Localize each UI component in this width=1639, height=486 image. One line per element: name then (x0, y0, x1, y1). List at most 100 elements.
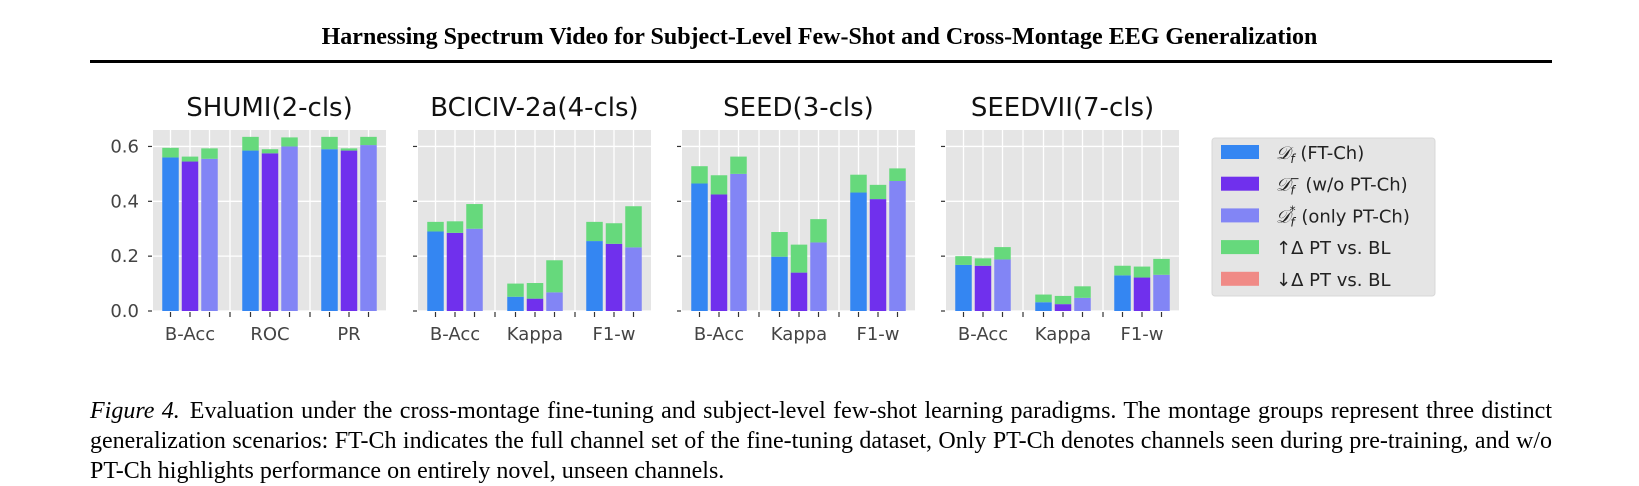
y-tick-label: 0.4 (110, 191, 139, 212)
chart-panel-2: B-Acc Kappa F1-w SEED(3-cls) (677, 93, 915, 345)
bar-base (1054, 304, 1072, 311)
bar-base (710, 194, 728, 311)
legend-swatch-delta_up (1221, 240, 1259, 255)
bar-base (810, 242, 827, 311)
x-category-label: ROC (250, 324, 289, 345)
bar-chart-figure: 0.0 0.2 0.4 0.6 B-Acc ROC PR SHUMI(2-cls) B-Acc K… (110, 93, 1436, 345)
bar-delta (1035, 294, 1052, 303)
bar-base (340, 150, 358, 311)
bar-base (1074, 297, 1091, 311)
y-tick-label: 0.6 (110, 136, 139, 157)
bar-base (427, 231, 444, 311)
chart-panel-3: B-Acc Kappa F1-w SEEDVII(7-cls) (941, 93, 1179, 345)
legend-swatch-only_pt_ch (1221, 208, 1259, 223)
bar-base (321, 149, 338, 311)
bar-base (1133, 277, 1151, 311)
paper-running-title: Harnessing Spectrum Video for Subject-Le… (321, 24, 1318, 50)
x-category-label: F1-w (856, 324, 899, 345)
bar-base (691, 183, 708, 311)
x-category-label: PR (337, 324, 360, 345)
bar-delta (162, 147, 179, 158)
bar-delta (730, 156, 747, 174)
bar-base (850, 192, 867, 311)
x-category-label: B-Acc (165, 324, 215, 345)
chart-panel-1: B-Acc Kappa F1-w BCICIV-2a(4-cls) (413, 93, 651, 345)
bar-base (446, 232, 464, 311)
panel-title: BCICIV-2a(4-cls) (430, 93, 638, 123)
legend-label-delta_up: ↑Δ PT vs. BL (1276, 238, 1391, 259)
x-category-label: F1-w (592, 324, 635, 345)
bar-delta (974, 258, 992, 266)
x-category-label: B-Acc (958, 324, 1008, 345)
legend-swatch-wo_pt_ch (1221, 176, 1259, 191)
bar-base (790, 272, 808, 311)
y-tick-label: 0.0 (110, 301, 139, 322)
bar-delta (691, 166, 708, 184)
bar-delta (1133, 266, 1151, 278)
y-tick-label: 0.2 (110, 246, 139, 267)
bar-delta (710, 175, 728, 195)
x-category-label: Kappa (1035, 324, 1091, 345)
legend-label-ft_ch: 𝒟f (FT-Ch) (1276, 143, 1364, 166)
bar-base (181, 161, 199, 311)
panel-title: SHUMI(2-cls) (186, 93, 352, 123)
bar-delta (466, 204, 483, 229)
bar-delta (201, 148, 218, 159)
bar-base (889, 181, 906, 311)
legend-label-only_pt_ch: 𝒟f* (only PT-Ch) (1276, 203, 1410, 229)
bar-base (1114, 275, 1131, 311)
legend-label-wo_pt_ch: 𝒟f− (w/o PT-Ch) (1276, 172, 1408, 198)
bar-delta (605, 223, 623, 244)
bar-base (201, 158, 218, 311)
bar-delta (507, 283, 524, 297)
bar-base (507, 296, 524, 311)
bar-base (771, 256, 788, 311)
bar-base (360, 145, 377, 311)
bar-base (1153, 274, 1170, 311)
legend-box (1211, 137, 1436, 297)
bar-delta (771, 232, 788, 257)
bar-base (261, 153, 279, 311)
legend: 𝒟f (FT-Ch) 𝒟f− (w/o PT-Ch) 𝒟f* (only PT-Ch… (1211, 137, 1436, 297)
bar-base (994, 259, 1011, 311)
bar-base (625, 247, 642, 311)
header-rule (90, 60, 1552, 63)
bar-delta (994, 247, 1011, 260)
bar-delta (790, 244, 808, 273)
bar-base (869, 199, 887, 311)
panel-title: SEED(3-cls) (723, 93, 874, 123)
bar-base (1035, 302, 1052, 311)
bar-base (466, 228, 483, 311)
bar-delta (1054, 295, 1072, 305)
bar-delta (1114, 265, 1131, 276)
bar-base (586, 241, 603, 311)
bar-delta (360, 136, 377, 146)
x-category-label: Kappa (507, 324, 563, 345)
bar-base (605, 243, 623, 311)
bar-delta (321, 136, 338, 150)
x-category-label: F1-w (1120, 324, 1163, 345)
bar-base (730, 173, 747, 311)
bar-base (955, 264, 972, 311)
bar-delta (625, 206, 642, 248)
bar-base (281, 146, 298, 311)
bar-delta (427, 221, 444, 232)
bar-delta (526, 283, 544, 299)
bar-delta (889, 168, 906, 182)
chart-panel-0: 0.0 0.2 0.4 0.6 B-Acc ROC PR SHUMI(2-cls) (110, 93, 386, 345)
legend-swatch-delta_down (1221, 271, 1259, 286)
x-category-label: Kappa (771, 324, 827, 345)
bar-delta (340, 148, 358, 151)
bar-delta (810, 219, 827, 243)
bar-delta (281, 137, 298, 147)
bar-delta (446, 221, 464, 233)
bar-delta (586, 221, 603, 242)
bar-delta (242, 136, 259, 151)
bar-base (242, 150, 259, 311)
caption-text: Evaluation under the cross-montage fine-… (90, 398, 1552, 484)
bar-delta (181, 156, 199, 162)
bar-delta (261, 149, 279, 154)
bar-base (162, 157, 179, 311)
bar-base (974, 265, 992, 311)
bar-delta (955, 256, 972, 265)
